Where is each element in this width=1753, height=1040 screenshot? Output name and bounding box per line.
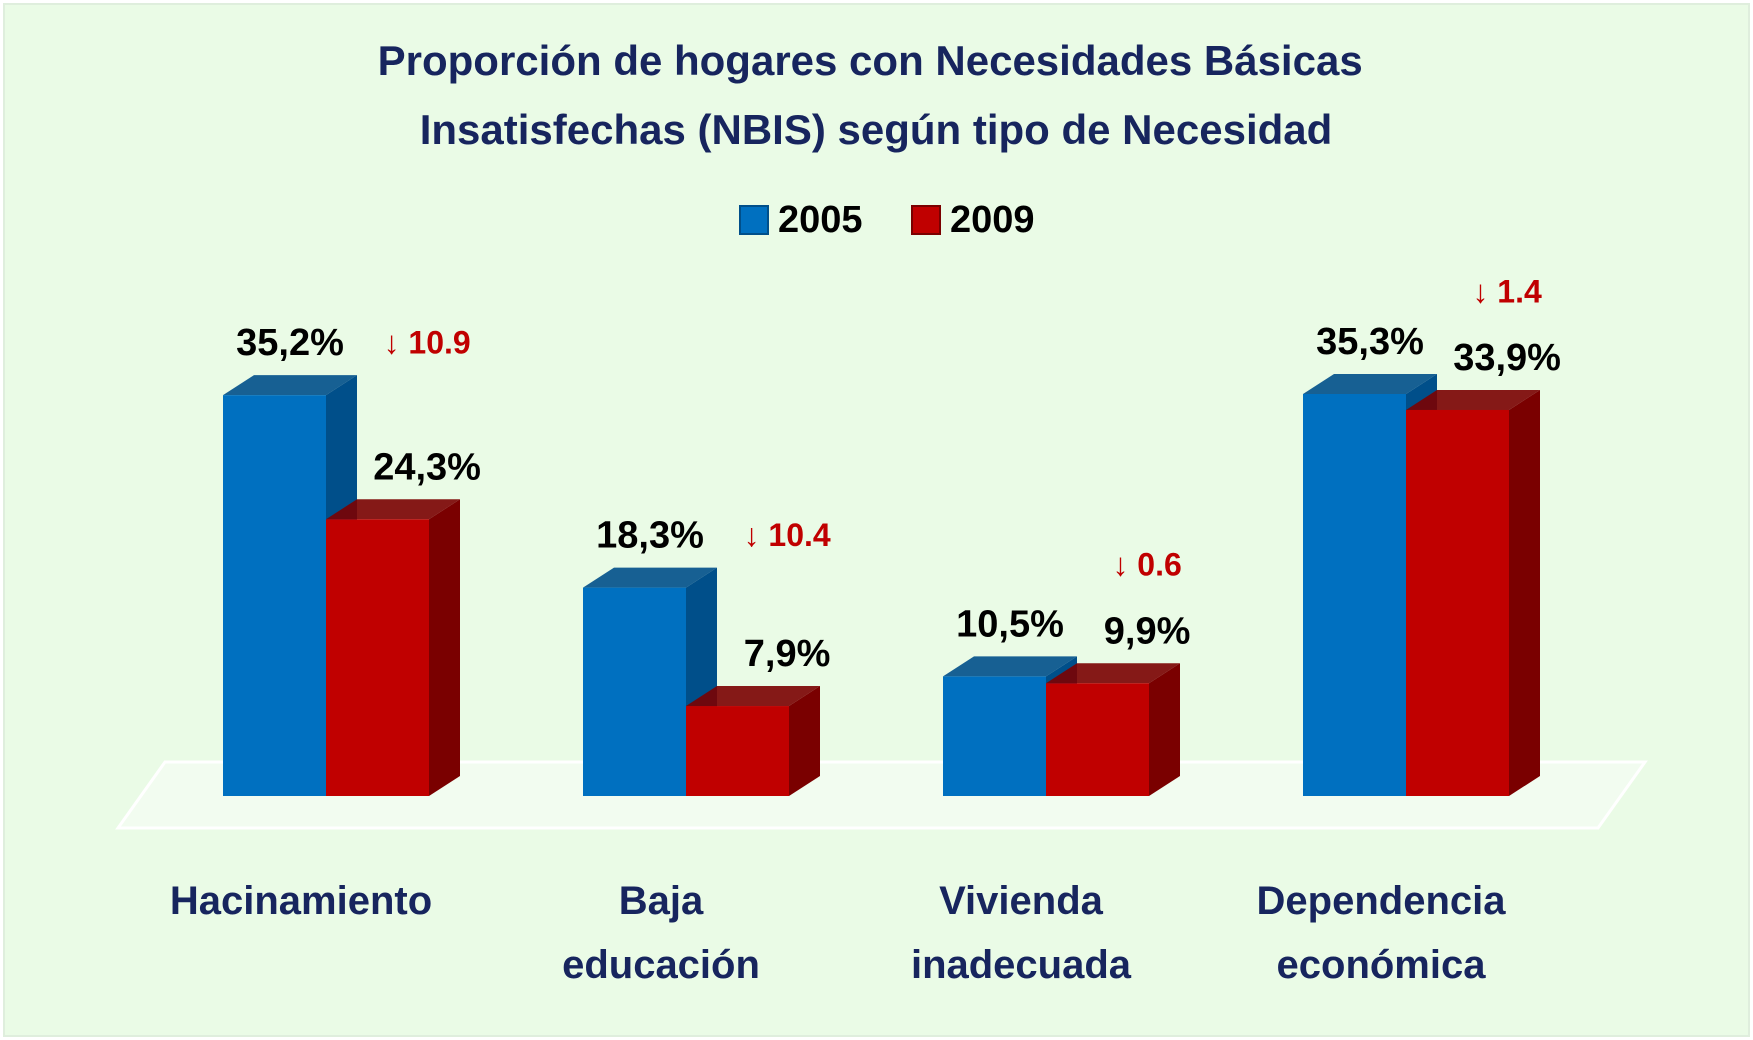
data-label: 10,5% <box>956 603 1064 645</box>
data-label: 7,9% <box>744 633 831 675</box>
legend-swatch <box>739 205 769 235</box>
bar-top <box>223 375 357 396</box>
bar <box>326 499 460 796</box>
bar <box>686 686 820 796</box>
bar-front <box>686 706 789 796</box>
x-tick-label: Baja educación <box>562 879 760 987</box>
floor <box>115 760 1648 830</box>
annotation: ↓ 0.6 <box>1112 547 1181 583</box>
data-label: 35,3% <box>1316 321 1424 363</box>
bar-top <box>1406 389 1540 410</box>
annotation: ↓ 10.9 <box>384 325 471 361</box>
bar <box>1046 663 1180 796</box>
bar-front <box>1303 394 1406 796</box>
x-tick-label: Vivienda inadecuada <box>910 879 1132 987</box>
bar-front <box>583 587 686 796</box>
bar-side <box>1509 389 1540 796</box>
bar-front <box>326 519 429 796</box>
bar-front <box>943 676 1046 796</box>
x-tick-label: Hacinamiento <box>169 879 433 923</box>
data-label: 9,9% <box>1104 610 1191 652</box>
data-label: 24,3% <box>373 446 481 488</box>
annotation: ↓ 1.4 <box>1472 273 1542 309</box>
bar-top <box>583 567 717 588</box>
bar-side <box>429 499 460 796</box>
legend-label: 2005 <box>778 199 863 241</box>
bar-top <box>1046 663 1180 684</box>
annotation: ↓ 10.4 <box>744 517 831 553</box>
bar-side <box>1149 663 1180 796</box>
bar-top <box>1303 374 1437 394</box>
bar-front <box>1406 409 1509 796</box>
bar-top <box>943 656 1077 677</box>
data-label: 35,2% <box>236 322 344 364</box>
chart-title: Proporción de hogares con Necesidades Bá… <box>378 37 1375 153</box>
legend-label: 2009 <box>950 199 1035 241</box>
bar-front <box>1046 683 1149 796</box>
bar <box>1406 389 1540 796</box>
x-tick-label: Dependencia económica <box>1256 879 1506 987</box>
data-label: 33,9% <box>1453 337 1561 379</box>
bar-side <box>789 686 820 796</box>
bar-top <box>326 499 460 520</box>
data-label: 18,3% <box>596 515 704 557</box>
legend-swatch <box>911 205 941 235</box>
bar-front <box>223 395 326 796</box>
bar-top <box>686 686 820 707</box>
